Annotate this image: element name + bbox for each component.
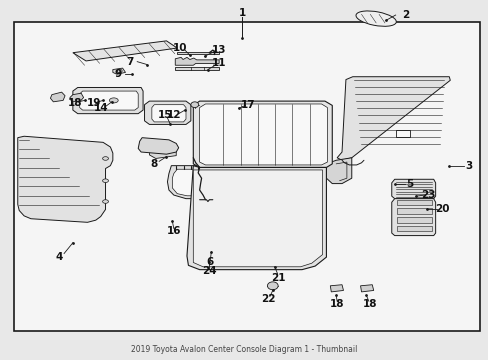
Text: 8: 8 — [150, 159, 158, 169]
Polygon shape — [70, 93, 83, 102]
Polygon shape — [395, 130, 409, 137]
Text: 13: 13 — [211, 45, 226, 55]
Text: 2: 2 — [401, 10, 408, 20]
Polygon shape — [113, 68, 125, 74]
Polygon shape — [360, 285, 373, 292]
Polygon shape — [193, 170, 322, 267]
Text: 7: 7 — [126, 57, 133, 67]
Polygon shape — [326, 158, 351, 184]
Text: 18: 18 — [329, 299, 344, 309]
Polygon shape — [50, 92, 65, 102]
Polygon shape — [167, 166, 221, 199]
Polygon shape — [138, 138, 178, 154]
Text: 2019 Toyota Avalon Center Console Diagram 1 - Thumbnail: 2019 Toyota Avalon Center Console Diagra… — [131, 345, 357, 354]
Polygon shape — [73, 41, 177, 61]
Bar — [396, 200, 431, 206]
Ellipse shape — [355, 11, 395, 26]
Text: 22: 22 — [260, 294, 275, 304]
Polygon shape — [18, 136, 113, 222]
Text: 17: 17 — [241, 100, 255, 110]
Text: 16: 16 — [166, 226, 181, 236]
Ellipse shape — [102, 200, 108, 203]
Text: 24: 24 — [202, 266, 216, 276]
Polygon shape — [172, 169, 214, 196]
Text: 21: 21 — [271, 273, 285, 283]
Text: 1: 1 — [238, 8, 245, 18]
Text: 18: 18 — [67, 98, 82, 108]
Text: 15: 15 — [158, 111, 172, 121]
Polygon shape — [144, 101, 190, 125]
Ellipse shape — [190, 102, 198, 108]
Text: 18: 18 — [362, 299, 377, 309]
Ellipse shape — [102, 179, 108, 183]
Text: 5: 5 — [406, 179, 413, 189]
Text: 10: 10 — [173, 43, 187, 53]
Polygon shape — [175, 57, 219, 65]
Polygon shape — [73, 87, 143, 114]
Text: 12: 12 — [166, 111, 181, 121]
Polygon shape — [175, 67, 219, 70]
Text: 9: 9 — [114, 69, 121, 79]
Bar — [396, 217, 431, 223]
Bar — [14, 22, 479, 330]
Bar — [396, 208, 431, 214]
Polygon shape — [391, 179, 435, 199]
Text: 3: 3 — [464, 161, 471, 171]
Text: 20: 20 — [434, 204, 448, 214]
Polygon shape — [193, 101, 331, 167]
Text: 6: 6 — [206, 257, 214, 267]
Polygon shape — [391, 199, 435, 235]
Text: 19: 19 — [87, 98, 102, 108]
Text: 23: 23 — [421, 190, 435, 200]
Polygon shape — [152, 105, 185, 122]
Polygon shape — [336, 77, 449, 160]
Polygon shape — [199, 104, 327, 165]
Text: 11: 11 — [211, 58, 226, 68]
Text: 14: 14 — [93, 103, 108, 113]
Ellipse shape — [267, 282, 278, 290]
Polygon shape — [186, 166, 326, 270]
Text: 4: 4 — [56, 252, 63, 262]
Polygon shape — [330, 285, 343, 292]
Bar — [396, 226, 431, 231]
Polygon shape — [149, 140, 176, 158]
Polygon shape — [177, 51, 219, 54]
Ellipse shape — [102, 157, 108, 160]
Polygon shape — [80, 91, 138, 110]
Ellipse shape — [109, 98, 118, 103]
